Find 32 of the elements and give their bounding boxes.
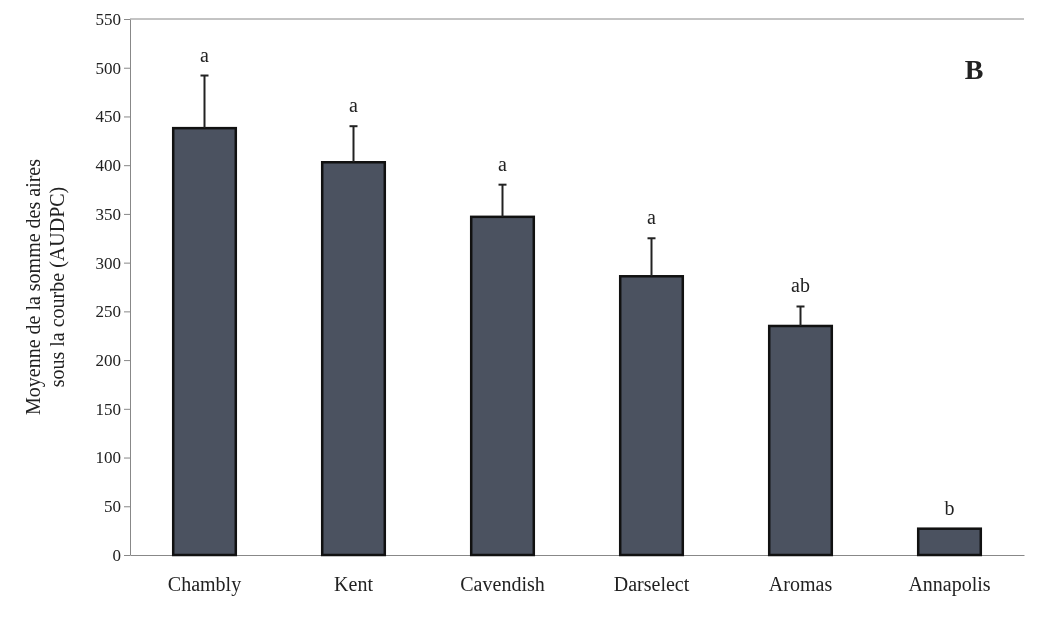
y-tick-label: 0 — [112, 545, 121, 565]
annotation: a — [647, 206, 657, 229]
y-tick-label: 50 — [104, 497, 121, 517]
bar — [469, 215, 536, 557]
y-tick-label: 200 — [95, 351, 121, 371]
y-tick-label: 350 — [95, 204, 121, 224]
bar — [618, 275, 685, 557]
bar — [767, 324, 834, 557]
bar — [320, 161, 387, 557]
annotation: a — [349, 94, 359, 117]
x-tick-label: Chambly — [167, 573, 242, 597]
x-tick-label: Cavendish — [460, 573, 545, 596]
y-tick-label: 500 — [95, 58, 121, 78]
y-tick-label: 100 — [95, 448, 121, 468]
x-tick-label: Darselect — [613, 573, 690, 596]
y-tick-label: 300 — [95, 253, 121, 273]
annotation: a — [498, 152, 508, 175]
y-axis-title: Moyenne de la somme des aires sous la courbe (AUDPC) — [22, 158, 69, 416]
annotation: b — [944, 496, 955, 519]
annotation: B — [964, 54, 984, 85]
y-tick-label: 400 — [95, 156, 121, 176]
bar — [171, 126, 238, 557]
x-tick-label: Aromas — [768, 573, 833, 596]
x-tick-label: Annapolis — [908, 573, 991, 597]
y-tick-label: 150 — [95, 399, 121, 419]
x-tick-label: Kent — [334, 573, 374, 596]
y-tick-label: 550 — [95, 9, 121, 29]
y-tick-label: 250 — [95, 302, 121, 322]
y-tick-label: 450 — [95, 107, 121, 127]
bar — [916, 527, 983, 557]
annotation: ab — [791, 274, 810, 297]
annotation: a — [200, 43, 210, 66]
